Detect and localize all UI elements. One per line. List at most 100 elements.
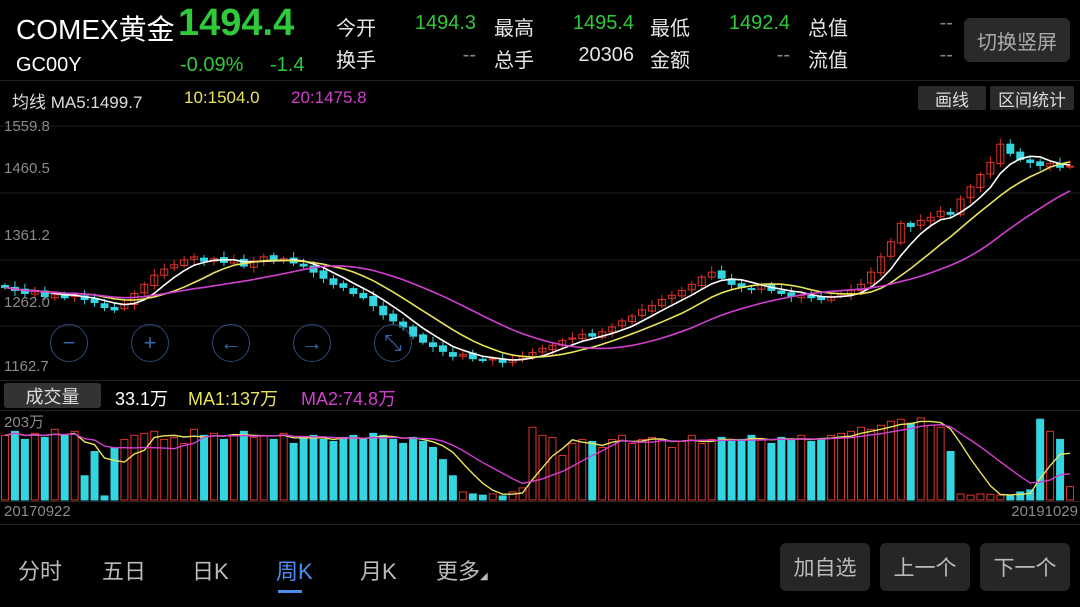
candle-body [926,216,935,222]
tab-1[interactable]: 五日 [102,554,146,586]
candle [876,252,885,277]
candle-body [588,333,597,337]
volume-bar [548,436,557,501]
volume-bar [1046,430,1055,501]
price-axis-label: 1162.7 [4,358,49,375]
candle [618,317,627,331]
volume-bar [190,428,199,501]
candle-body [140,283,149,294]
tab-0[interactable]: 分时 [18,554,62,586]
tab-4[interactable]: 月K [360,554,397,586]
volume-bar [787,438,796,501]
volume-bar [80,475,89,501]
candle [657,294,666,309]
volume-bar [946,451,955,501]
volume-bar [667,446,676,501]
volume-bar [10,430,19,501]
volume-bar [448,475,457,501]
candle [498,353,507,368]
volume-bar [359,438,368,501]
stat-value: -- [776,44,790,66]
collapse-icon[interactable]: ⤡ [374,324,412,362]
candle-body [538,347,547,353]
candle [429,336,437,352]
bottom-button-0[interactable]: 加自选 [780,543,870,591]
volume-bar [598,446,607,501]
candle [438,340,447,357]
volume-bar [170,436,179,501]
ma5-line [4,155,1071,361]
volume-bar [120,438,129,501]
volume-bar [309,434,318,501]
left-icon[interactable]: ← [212,324,250,362]
volume-chart [0,417,1075,501]
volume-bar [916,417,925,501]
candle-body [946,211,955,215]
zoom-out-icon[interactable]: − [50,324,88,362]
volume-bar [289,442,298,501]
bottom-button-2[interactable]: 下一个 [980,543,1070,591]
volume-bar [279,432,288,501]
candle [1026,156,1035,168]
candle [926,211,935,226]
candle [946,208,955,218]
volume-bar [40,436,49,501]
bottom-button-1[interactable]: 上一个 [880,543,970,591]
tab-2[interactable]: 日K [192,554,229,586]
volume-bar [827,434,836,501]
candle [966,183,975,204]
volume-bar [807,440,816,501]
active-tab-indicator [278,590,302,593]
instrument-code: GC00Y [16,54,82,76]
switch-portrait-button[interactable]: 切换竖屏 [964,18,1070,62]
candle-body [866,271,875,284]
candle-body [1066,165,1075,168]
volume-bar [429,446,437,501]
volume-bar [458,491,467,501]
candle-body [120,303,129,310]
volume-bar [926,424,935,501]
change-percent: -0.09% [180,54,244,76]
zoom-in-icon[interactable]: + [131,324,169,362]
stat-label: 最低 [650,18,690,40]
volume-bar [379,434,388,501]
candle-body [966,186,975,199]
candle-body [20,288,29,294]
candle [667,291,676,304]
candle-body [906,222,915,227]
candle-body [429,342,437,347]
volume-bar [657,438,666,501]
candle [976,172,985,193]
more-caret-icon: ◢ [480,571,488,582]
candle [190,253,199,265]
candlestick-chart[interactable] [0,112,1080,380]
tab-3[interactable]: 周K [276,554,313,593]
volume-bar [578,438,587,501]
volume-indicator-button[interactable]: 成交量 [4,383,101,408]
volume-bar [249,436,258,501]
volume-bar [160,438,169,501]
candle [687,281,696,295]
ma10-line [4,161,1071,358]
volume-bar [956,493,965,501]
stat-label: 总手 [494,50,534,72]
range-stats-button[interactable]: 区间统计 [990,86,1074,110]
volume-ma1: MA1:137万 [188,389,279,409]
candle-body [657,299,666,307]
candle [269,252,278,265]
candle-body [110,306,119,311]
price-axis-label: 1361.2 [4,227,50,244]
candle [200,255,209,267]
candle [419,332,428,345]
draw-line-button[interactable]: 画线 [918,86,986,110]
candle [120,300,129,312]
volume-bar [100,495,109,501]
right-icon[interactable]: → [293,324,331,362]
candle [578,328,587,343]
tab-5[interactable]: 更多◢ [436,554,488,586]
candle [140,281,149,298]
candle [677,286,686,301]
candle-body [896,222,905,244]
candle-body [170,264,179,269]
candle [707,266,716,281]
